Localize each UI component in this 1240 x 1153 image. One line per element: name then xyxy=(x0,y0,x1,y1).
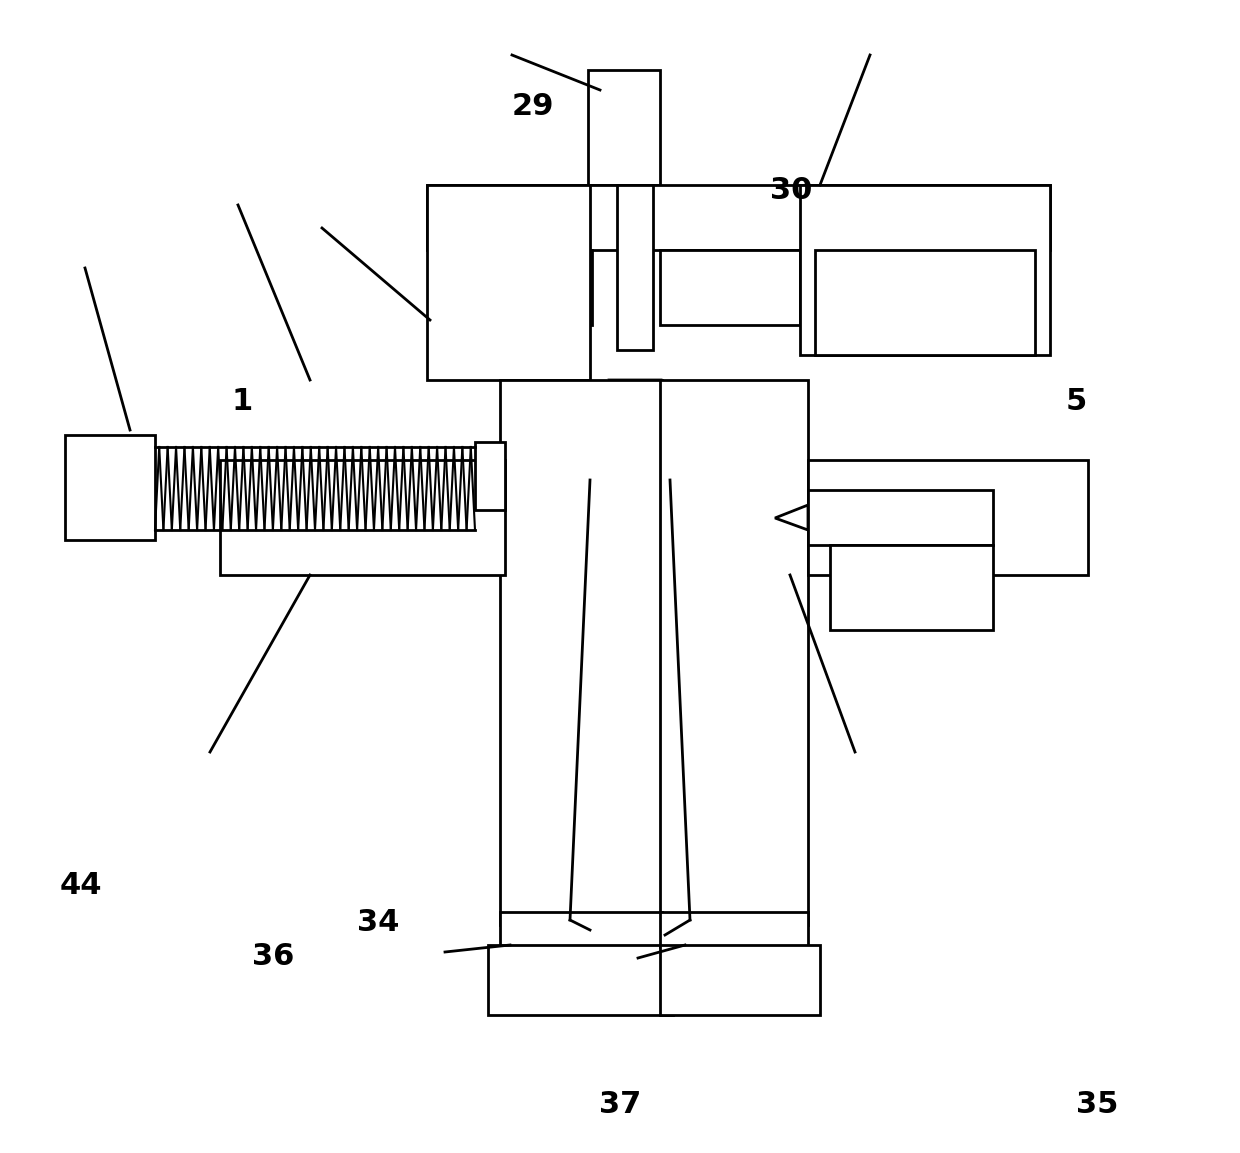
Bar xyxy=(588,70,660,184)
Bar xyxy=(427,184,590,380)
Bar xyxy=(808,490,993,545)
Bar xyxy=(808,460,1087,575)
Bar xyxy=(64,435,155,540)
Bar xyxy=(660,250,800,325)
Bar xyxy=(830,545,993,630)
Bar xyxy=(815,250,1035,355)
Text: 30: 30 xyxy=(770,175,812,205)
Bar xyxy=(219,460,505,575)
Text: 35: 35 xyxy=(1076,1090,1118,1120)
Bar xyxy=(500,250,591,325)
Bar xyxy=(489,945,673,1015)
Bar xyxy=(427,184,1050,250)
Text: 1: 1 xyxy=(231,386,253,416)
Bar xyxy=(500,380,662,925)
Bar xyxy=(660,380,808,925)
Bar xyxy=(800,184,1050,355)
Polygon shape xyxy=(775,505,808,530)
Bar xyxy=(660,912,808,947)
Bar xyxy=(475,442,505,510)
Text: 44: 44 xyxy=(60,871,102,900)
Text: 36: 36 xyxy=(252,942,294,972)
Polygon shape xyxy=(610,380,660,419)
Text: 34: 34 xyxy=(357,907,399,937)
Bar xyxy=(500,912,662,947)
Bar xyxy=(660,945,820,1015)
Text: 5: 5 xyxy=(1065,386,1087,416)
Bar xyxy=(618,184,653,351)
Text: 29: 29 xyxy=(512,91,554,121)
Text: 37: 37 xyxy=(599,1090,641,1120)
